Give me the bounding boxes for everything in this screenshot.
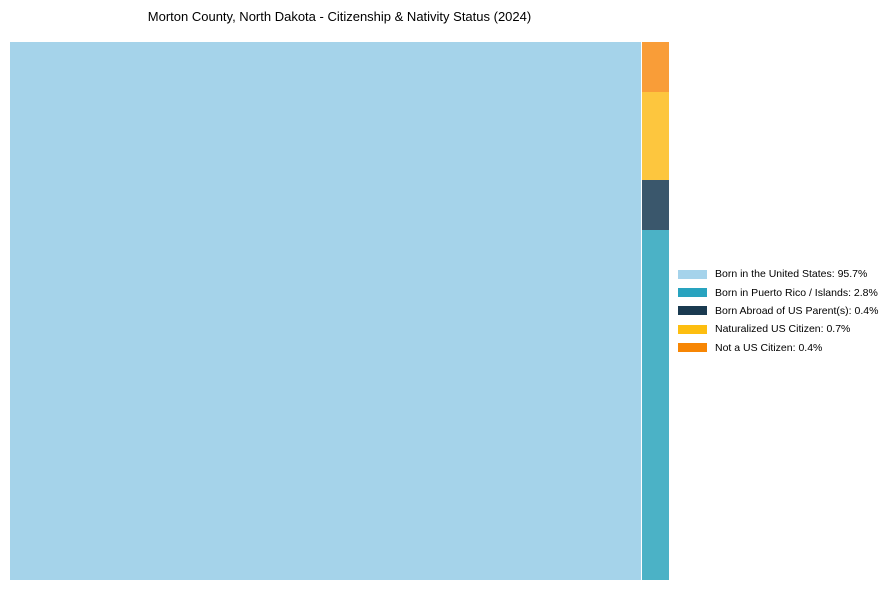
treemap-plot (10, 42, 669, 580)
legend-swatch-born-abroad (678, 306, 707, 316)
chart-title: Morton County, North Dakota - Citizenshi… (147, 9, 532, 24)
legend-item-label: Not a US Citizen: 0.4% (715, 341, 823, 354)
legend-swatch-not-a-citizen (678, 343, 707, 353)
treemap-segment-born-in-the-united-states (10, 42, 641, 580)
legend-item: Not a US Citizen: 0.4% (678, 339, 878, 357)
legend-item: Naturalized US Citizen: 0.7% (678, 320, 878, 338)
treemap-segment-born-in-puerto-rico-islands (641, 229, 669, 580)
legend-swatch-born-in-us (678, 269, 707, 279)
legend-item-label: Born Abroad of US Parent(s): 0.4% (715, 304, 879, 317)
legend-swatch-born-in-puerto-rico (678, 288, 707, 298)
legend-swatch-naturalized (678, 324, 707, 334)
legend-item-label: Born in Puerto Rico / Islands: 2.8% (715, 286, 878, 299)
legend: Born in the United States: 95.7% Born in… (678, 265, 878, 357)
legend-item: Born Abroad of US Parent(s): 0.4% (678, 302, 878, 320)
legend-item-label: Born in the United States: 95.7% (715, 268, 868, 281)
legend-item: Born in Puerto Rico / Islands: 2.8% (678, 283, 878, 301)
legend-item-label: Naturalized US Citizen: 0.7% (715, 323, 851, 336)
treemap-segment-born-abroad-of-us-parent-s (641, 179, 669, 230)
treemap-segment-not-a-us-citizen (641, 42, 669, 93)
legend-item: Born in the United States: 95.7% (678, 265, 878, 283)
treemap-minor-column (641, 42, 669, 580)
treemap-segment-naturalized-us-citizen (641, 92, 669, 180)
